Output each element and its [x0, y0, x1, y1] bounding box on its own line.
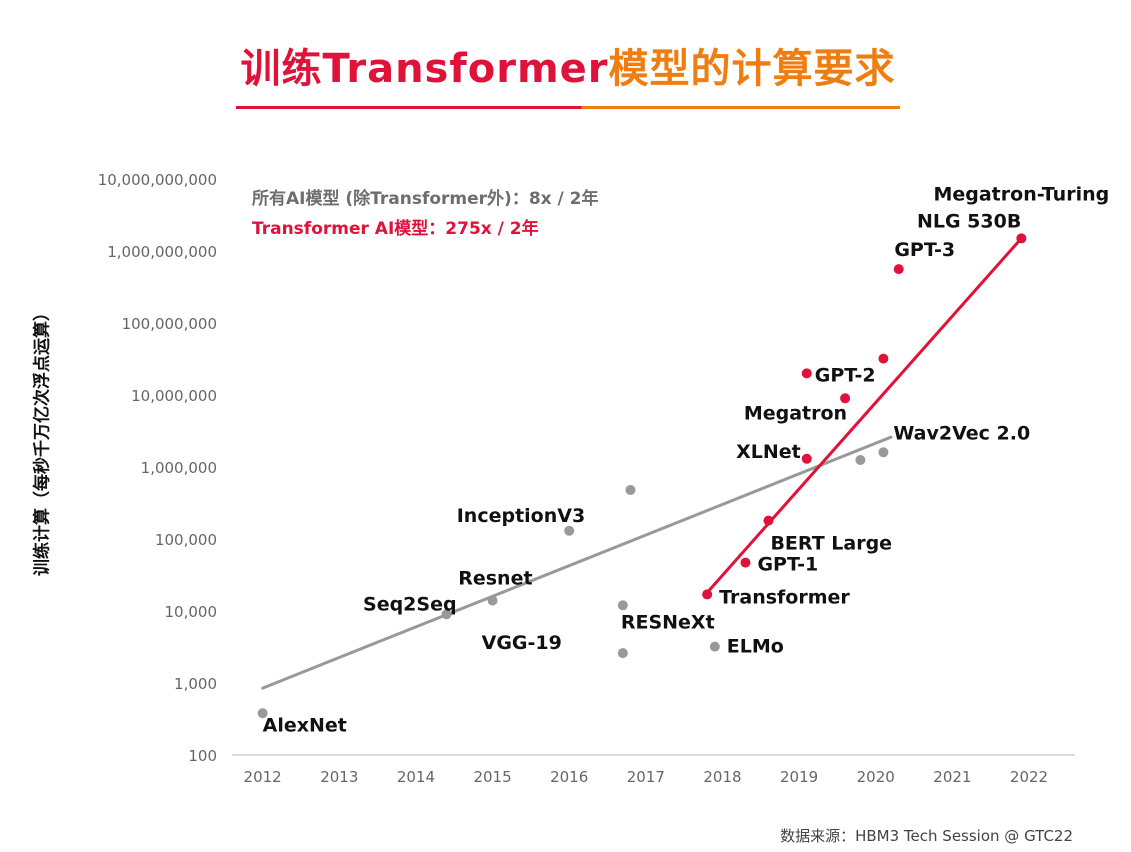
- data-label: VGG-19: [482, 632, 562, 654]
- y-tick-label: 10,000,000: [131, 387, 217, 405]
- data-label: Transformer: [719, 586, 850, 608]
- data-point-all-models: [441, 609, 452, 620]
- legend-transformer: Transformer AI模型：275x / 2年: [252, 219, 539, 239]
- data-label: GPT-1: [757, 554, 818, 576]
- trend-line-transformer: [705, 236, 1023, 595]
- x-tick-label: 2021: [933, 768, 971, 786]
- data-label: GPT-3: [894, 239, 955, 261]
- x-tick-label: 2013: [320, 768, 358, 786]
- y-tick-label: 10,000,000,000: [98, 171, 217, 189]
- x-tick-label: 2014: [397, 768, 435, 786]
- y-tick-label: 100,000: [155, 531, 217, 549]
- y-tick-label: 1,000: [174, 675, 217, 693]
- data-point-transformer: [702, 589, 713, 600]
- y-tick-label: 1,000,000: [141, 459, 217, 477]
- data-point-transformer: [893, 264, 904, 275]
- title-part-orange: 模型的计算要求: [608, 46, 896, 92]
- y-tick-label: 1,000,000,000: [107, 243, 217, 261]
- title-underline: [236, 106, 900, 109]
- y-tick-label: 100: [188, 747, 217, 765]
- data-point-transformer: [840, 393, 851, 404]
- legend: 所有AI模型 (除Transformer外)：8x / 2年 Transform…: [252, 184, 599, 244]
- x-tick-label: 2017: [627, 768, 665, 786]
- x-tick-label: 2018: [703, 768, 741, 786]
- data-point-all-models: [487, 595, 498, 606]
- data-point-all-models: [878, 447, 889, 458]
- data-label: NLG 530B: [917, 210, 1021, 232]
- data-label: Wav2Vec 2.0: [893, 422, 1030, 444]
- data-label: InceptionV3: [457, 505, 585, 527]
- data-point-transformer: [740, 557, 751, 568]
- legend-all-models: 所有AI模型 (除Transformer外)：8x / 2年: [252, 189, 599, 209]
- data-point-transformer: [1016, 233, 1027, 244]
- data-label: Seq2Seq: [363, 593, 457, 615]
- data-point-all-models: [625, 484, 636, 495]
- x-tick-label: 2016: [550, 768, 588, 786]
- data-point-transformer: [801, 453, 812, 464]
- data-label: GPT-2: [815, 364, 876, 386]
- trend-line-all-models: [261, 435, 893, 690]
- title: 训练Transformer模型的计算要求: [236, 40, 900, 98]
- data-label: Megatron: [744, 402, 847, 424]
- data-point-all-models: [617, 648, 628, 659]
- data-label: Resnet: [458, 567, 532, 589]
- title-part-red: 训练Transformer: [240, 46, 609, 92]
- data-point-transformer: [878, 353, 889, 364]
- data-label: XLNet: [736, 441, 801, 463]
- data-point-all-models: [855, 455, 866, 466]
- x-tick-label: 2022: [1010, 768, 1048, 786]
- data-point-transformer: [801, 368, 812, 379]
- data-point-all-models: [257, 708, 268, 719]
- data-label: AlexNet: [263, 714, 347, 736]
- source-note: 数据来源：HBM3 Tech Session @ GTC22: [780, 827, 1073, 845]
- data-label: Megatron-Turing: [933, 183, 1109, 205]
- data-point-all-models: [564, 525, 575, 536]
- y-tick-label: 100,000,000: [122, 315, 217, 333]
- y-tick-label: 10,000: [165, 603, 218, 621]
- data-label: BERT Large: [770, 533, 892, 555]
- x-tick-label: 2015: [473, 768, 511, 786]
- data-point-transformer: [763, 515, 774, 526]
- data-label: ELMo: [727, 636, 784, 658]
- x-tick-label: 2020: [857, 768, 895, 786]
- x-tick-label: 2019: [780, 768, 818, 786]
- data-label: RESNeXt: [621, 611, 715, 633]
- data-point-all-models: [617, 600, 628, 611]
- data-point-all-models: [709, 641, 720, 652]
- x-tick-label: 2012: [244, 768, 282, 786]
